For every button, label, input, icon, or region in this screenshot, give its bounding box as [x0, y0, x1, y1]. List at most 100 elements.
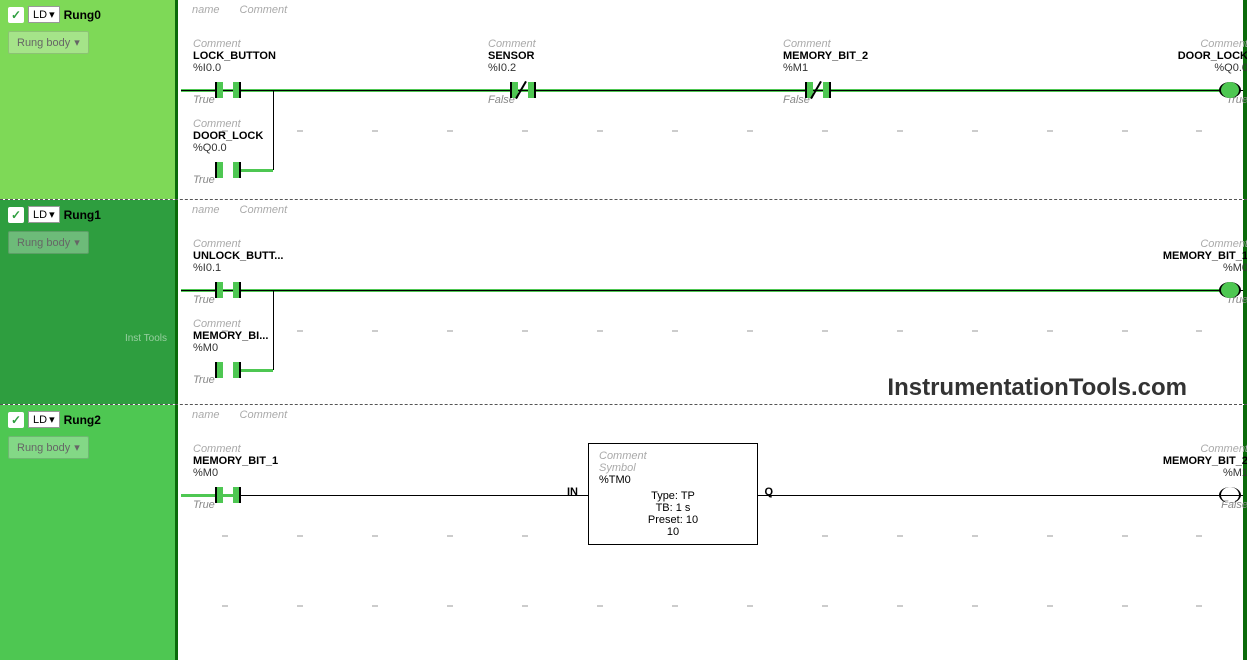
- element-comment-label: Comment: [193, 318, 303, 330]
- name-placeholder: name: [192, 409, 220, 421]
- element-address: %Q0.0: [1138, 62, 1247, 74]
- element-comment-label: Comment: [193, 443, 303, 455]
- rung-sidebar: ✓LD▾Rung2Rung body▾: [0, 405, 175, 660]
- rung-sidebar: ✓LD▾Rung0Rung body▾: [0, 0, 175, 199]
- element-state: True: [193, 94, 303, 106]
- contact-no-icon[interactable]: [216, 487, 240, 503]
- canvas-header: name Comment: [192, 204, 287, 216]
- name-placeholder: name: [192, 204, 220, 216]
- contact-no-icon[interactable]: [216, 162, 240, 178]
- ladder-element[interactable]: CommentSENSOR%I0.2 False: [488, 38, 598, 106]
- timer-q-label: Q: [764, 486, 773, 498]
- name-placeholder: name: [192, 4, 220, 16]
- element-state: True: [193, 374, 303, 386]
- element-address: %I0.0: [193, 62, 303, 74]
- ladder-element[interactable]: CommentUNLOCK_BUTT...%I0.1 True: [193, 238, 303, 306]
- check-icon: ✓: [8, 207, 24, 223]
- contact-no-icon[interactable]: [216, 82, 240, 98]
- ladder-element[interactable]: CommentMEMORY_BI...%M0 True: [193, 318, 303, 386]
- rung-body-label: Rung body: [17, 237, 70, 249]
- rail-line: [181, 90, 1243, 91]
- ladder-element[interactable]: CommentMEMORY_BIT_1%M0 True: [193, 443, 303, 511]
- rung-canvas[interactable]: nameCommentCommentMEMORY_BIT_1%M0TrueCom…: [175, 405, 1247, 660]
- element-variable-name: MEMORY_BIT_2: [1138, 455, 1247, 467]
- rung-body-label: Rung body: [17, 442, 70, 454]
- element-comment-label: Comment: [1138, 38, 1247, 50]
- element-variable-name: MEMORY_BIT_1: [193, 455, 303, 467]
- rung-body-dropdown[interactable]: Rung body ▾: [8, 231, 89, 254]
- coil-icon[interactable]: [1218, 487, 1242, 503]
- contact-no-icon[interactable]: [216, 362, 240, 378]
- timer-block[interactable]: INQCommentSymbol%TM0Type: TPTB: 1 sPrese…: [588, 443, 758, 545]
- element-comment-label: Comment: [1138, 238, 1247, 250]
- comment-placeholder: Comment: [240, 409, 288, 421]
- coil-icon[interactable]: [1218, 282, 1242, 298]
- contact-no-icon[interactable]: [216, 282, 240, 298]
- element-variable-name: LOCK_BUTTON: [193, 50, 303, 62]
- rung-sidebar: ✓LD▾Rung1Rung body▾Inst Tools: [0, 200, 175, 404]
- element-address: %Q0.0: [193, 142, 303, 154]
- chevron-down-icon: ▾: [49, 208, 55, 221]
- ld-dropdown[interactable]: LD▾: [28, 6, 60, 23]
- rung-body-dropdown[interactable]: Rung body ▾: [8, 436, 89, 459]
- watermark-large: InstrumentationTools.com: [887, 374, 1187, 402]
- contact-nc-icon[interactable]: [806, 82, 830, 98]
- element-state: True: [193, 499, 303, 511]
- element-state: False: [488, 94, 598, 106]
- element-state: True: [193, 294, 303, 306]
- rung-body-label: Rung body: [17, 37, 70, 49]
- element-address: %I0.2: [488, 62, 598, 74]
- element-address: %M0: [193, 342, 303, 354]
- timer-symbol-label: Symbol: [599, 462, 747, 474]
- rung-canvas[interactable]: nameCommentCommentLOCK_BUTTON%I0.0TrueCo…: [175, 0, 1247, 199]
- element-variable-name: SENSOR: [488, 50, 598, 62]
- chevron-down-icon: ▾: [49, 8, 55, 21]
- contact-nc-icon[interactable]: [511, 82, 535, 98]
- element-comment-label: Comment: [193, 238, 303, 250]
- rung-title: Rung2: [64, 413, 101, 427]
- element-variable-name: MEMORY_BI...: [193, 330, 303, 342]
- element-variable-name: DOOR_LOCK: [1138, 50, 1247, 62]
- ladder-element[interactable]: CommentDOOR_LOCK%Q0.0 True: [193, 118, 303, 186]
- element-variable-name: UNLOCK_BUTT...: [193, 250, 303, 262]
- element-comment-label: Comment: [488, 38, 598, 50]
- chevron-down-icon: ▾: [74, 236, 80, 249]
- element-address: %M0: [193, 467, 303, 479]
- canvas-header: name Comment: [192, 4, 287, 16]
- rail-line: [181, 290, 1243, 291]
- timer-param-line: Type: TP: [599, 490, 747, 502]
- element-address: %M1: [1138, 467, 1247, 479]
- ld-label: LD: [33, 209, 47, 221]
- chevron-down-icon: ▾: [74, 441, 80, 454]
- comment-placeholder: Comment: [240, 204, 288, 216]
- chevron-down-icon: ▾: [74, 36, 80, 49]
- rung-body-dropdown[interactable]: Rung body ▾: [8, 31, 89, 54]
- ld-label: LD: [33, 9, 47, 21]
- rung-canvas[interactable]: nameCommentCommentUNLOCK_BUTT...%I0.1Tru…: [175, 200, 1247, 404]
- element-address: %I0.1: [193, 262, 303, 274]
- timer-in-label: IN: [567, 486, 578, 498]
- timer-param-line: 10: [599, 526, 747, 538]
- element-comment-label: Comment: [193, 118, 303, 130]
- element-variable-name: DOOR_LOCK: [193, 130, 303, 142]
- ld-dropdown[interactable]: LD▾: [28, 206, 60, 223]
- check-icon: ✓: [8, 7, 24, 23]
- comment-placeholder: Comment: [240, 4, 288, 16]
- canvas-header: name Comment: [192, 409, 287, 421]
- element-state: True: [193, 174, 303, 186]
- element-address: %M0: [1138, 262, 1247, 274]
- element-address: %M1: [783, 62, 893, 74]
- ladder-element[interactable]: CommentMEMORY_BIT_2%M1False: [783, 38, 893, 106]
- ld-label: LD: [33, 414, 47, 426]
- rung-title: Rung1: [64, 208, 101, 222]
- coil-icon[interactable]: [1218, 82, 1242, 98]
- ladder-element[interactable]: CommentLOCK_BUTTON%I0.0 True: [193, 38, 303, 106]
- element-comment-label: Comment: [783, 38, 893, 50]
- check-icon: ✓: [8, 412, 24, 428]
- element-state: False: [783, 94, 893, 106]
- element-comment-label: Comment: [193, 38, 303, 50]
- ld-dropdown[interactable]: LD▾: [28, 411, 60, 428]
- chevron-down-icon: ▾: [49, 413, 55, 426]
- watermark-small: Inst Tools: [125, 333, 167, 344]
- timer-param-line: Preset: 10: [599, 514, 747, 526]
